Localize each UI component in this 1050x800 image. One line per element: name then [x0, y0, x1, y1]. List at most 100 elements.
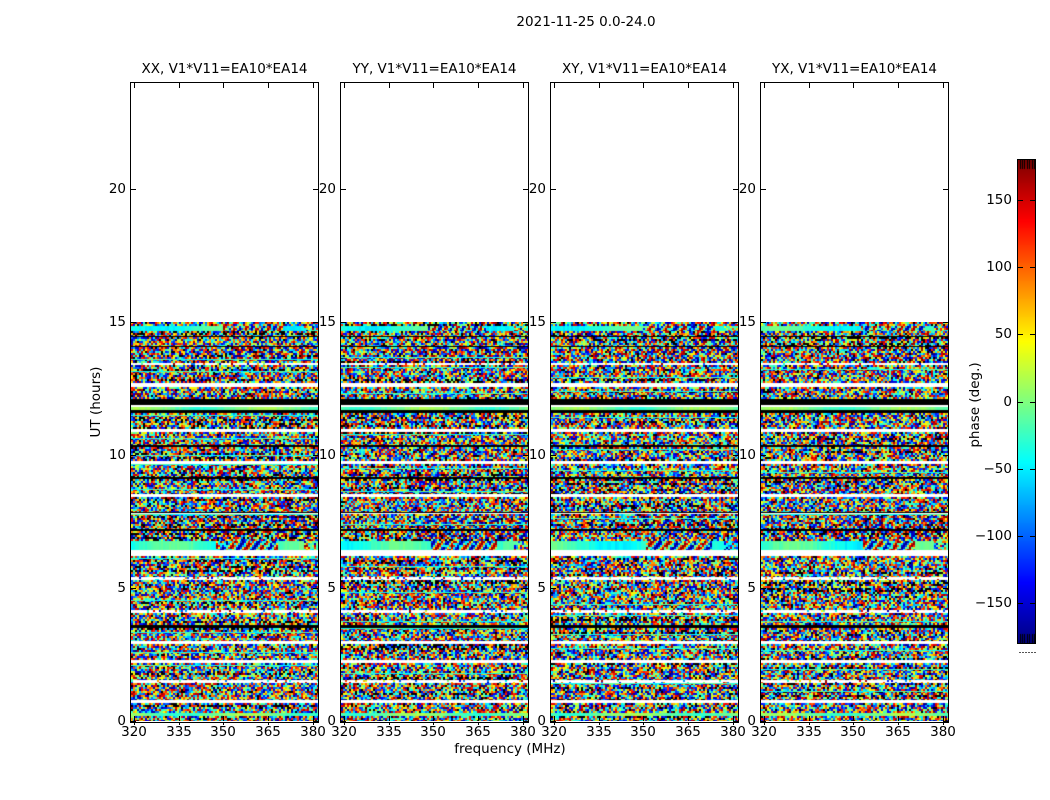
subplot-yx: YX, V1*V11=EA10*EA14 [760, 61, 949, 723]
colorbar-tick-mark [1030, 603, 1035, 604]
y-tick-label: 15 [528, 314, 546, 330]
y-tick-label: 0 [747, 713, 756, 729]
y-tick-mark [943, 322, 948, 323]
x-tick-label: 335 [376, 724, 402, 740]
y-tick-mark [733, 455, 738, 456]
x-tick-mark [389, 716, 390, 721]
x-tick-mark [599, 83, 600, 88]
colorbar-tick-mark [1030, 402, 1035, 403]
x-tick-mark [179, 722, 180, 725]
colorbar-edge-dot [1019, 652, 1021, 653]
y-tick-label: 5 [117, 580, 126, 596]
x-tick-mark [223, 722, 224, 725]
x-tick-mark [134, 722, 135, 725]
y-tick-mark [131, 721, 136, 722]
y-tick-mark [131, 189, 136, 190]
y-tick-mark [943, 189, 948, 190]
x-tick-mark [688, 722, 689, 725]
x-tick-mark [134, 716, 135, 721]
y-tick-mark [551, 588, 556, 589]
x-tick-mark [433, 722, 434, 725]
x-tick-mark [554, 83, 555, 88]
x-tick-label: 350 [840, 724, 866, 740]
x-tick-mark [523, 716, 524, 721]
x-axis-label: frequency (MHz) [454, 741, 566, 757]
x-tick-mark [853, 83, 854, 88]
y-tick-mark [523, 322, 528, 323]
x-tick-mark [764, 83, 765, 88]
y-tick-mark [341, 588, 346, 589]
colorbar-edge-dot [1034, 652, 1036, 653]
subplot-title-xy: XY, V1*V11=EA10*EA14 [561, 61, 727, 77]
subplot-yy: YY, V1*V11=EA10*EA14 [340, 61, 529, 723]
colorbar-tick-mark [1018, 267, 1023, 268]
x-tick-mark [733, 722, 734, 725]
x-tick-mark [268, 83, 269, 88]
y-tick-label: 0 [117, 713, 126, 729]
colorbar-tick-label: −100 [974, 528, 1012, 544]
y-tick-mark [761, 721, 766, 722]
x-tick-label: 320 [751, 724, 777, 740]
heatmap-canvas-yy [341, 322, 528, 721]
x-tick-label: 350 [210, 724, 236, 740]
y-tick-label: 5 [537, 580, 546, 596]
y-tick-label: 15 [318, 314, 336, 330]
subplot-title-xx: XX, V1*V11=EA10*EA14 [141, 61, 308, 77]
y-tick-mark [943, 721, 948, 722]
x-tick-label: 350 [630, 724, 656, 740]
figure-title: 2021-11-25 0.0-24.0 [516, 14, 656, 30]
colorbar-tick-label: 100 [986, 259, 1012, 275]
colorbar-strip [1018, 160, 1035, 643]
y-tick-mark [341, 189, 346, 190]
x-tick-label: 320 [541, 724, 567, 740]
y-tick-label: 20 [738, 181, 756, 197]
x-tick-mark [853, 716, 854, 721]
colorbar-tick-label: −150 [974, 595, 1012, 611]
colorbar-tick-label: 0 [1003, 394, 1012, 410]
y-tick-mark [733, 588, 738, 589]
colorbar-tick-mark [1018, 402, 1023, 403]
heatmap-canvas-yx [761, 322, 948, 721]
colorbar-tick-mark [1018, 603, 1023, 604]
y-tick-mark [551, 455, 556, 456]
x-tick-label: 350 [420, 724, 446, 740]
x-tick-mark [898, 716, 899, 721]
colorbar-tick-mark [1030, 334, 1035, 335]
y-tick-mark [131, 588, 136, 589]
y-tick-mark [733, 322, 738, 323]
x-tick-mark [688, 716, 689, 721]
y-tick-mark [733, 721, 738, 722]
x-tick-mark [344, 722, 345, 725]
y-tick-label: 15 [108, 314, 126, 330]
y-tick-mark [761, 588, 766, 589]
x-tick-mark [389, 83, 390, 88]
colorbar-tick-mark [1030, 469, 1035, 470]
y-tick-mark [131, 455, 136, 456]
x-tick-mark [764, 722, 765, 725]
x-tick-mark [478, 716, 479, 721]
x-tick-mark [643, 722, 644, 725]
x-tick-label: 365 [885, 724, 911, 740]
x-tick-mark [313, 716, 314, 721]
y-tick-mark [523, 189, 528, 190]
y-tick-mark [551, 721, 556, 722]
x-tick-mark [223, 716, 224, 721]
x-tick-label: 335 [166, 724, 192, 740]
y-tick-mark [551, 189, 556, 190]
y-tick-label: 10 [738, 447, 756, 463]
y-tick-mark [523, 721, 528, 722]
x-tick-label: 365 [465, 724, 491, 740]
colorbar-tick-mark [1018, 334, 1023, 335]
colorbar-edge-dot [1031, 652, 1033, 653]
x-tick-mark [809, 722, 810, 725]
y-tick-label: 5 [327, 580, 336, 596]
subplot-title-yy: YY, V1*V11=EA10*EA14 [352, 61, 517, 77]
x-tick-mark [478, 722, 479, 725]
colorbar-tick-label: 50 [994, 326, 1012, 342]
y-tick-mark [523, 455, 528, 456]
x-tick-mark [478, 83, 479, 88]
y-tick-mark [313, 322, 318, 323]
subplot-xx: XX, V1*V11=EA10*EA14 [130, 61, 319, 723]
x-tick-mark [809, 83, 810, 88]
